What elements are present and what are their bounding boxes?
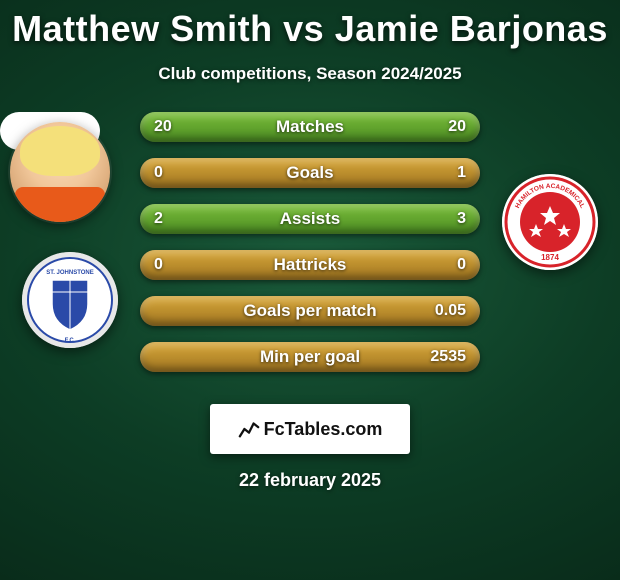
stat-row: Min per goal 2535 <box>140 342 480 372</box>
stat-row: Goals per match 0.05 <box>140 296 480 326</box>
stat-right-value: 2535 <box>426 348 466 366</box>
stat-label: Hattricks <box>274 255 347 275</box>
club-crest-left: ST. JOHNSTONE F.C. <box>22 252 118 348</box>
stat-row: 20 Matches 20 <box>140 112 480 142</box>
stat-right-value: 0.05 <box>426 302 466 320</box>
stats-area: ST. JOHNSTONE F.C. HAMILTON ACADEMICAL <box>0 112 620 392</box>
stat-label: Goals per match <box>243 301 376 321</box>
stat-row: 0 Goals 1 <box>140 158 480 188</box>
logo-icon <box>238 418 260 440</box>
club-crest-right: HAMILTON ACADEMICAL 1874 <box>502 174 598 270</box>
stat-row: 0 Hattricks 0 <box>140 250 480 280</box>
subtitle: Club competitions, Season 2024/2025 <box>0 64 620 84</box>
stat-left-value: 0 <box>154 256 194 274</box>
brand-badge: FcTables.com <box>210 404 410 454</box>
date-label: 22 february 2025 <box>0 470 620 491</box>
svg-text:ST. JOHNSTONE: ST. JOHNSTONE <box>46 270 94 276</box>
content-wrapper: Matthew Smith vs Jamie Barjonas Club com… <box>0 0 620 580</box>
brand-badge-text: FcTables.com <box>238 418 383 440</box>
brand-badge-label: FcTables.com <box>264 419 383 440</box>
page-title: Matthew Smith vs Jamie Barjonas <box>0 8 620 50</box>
crest-right-icon: HAMILTON ACADEMICAL 1874 <box>502 174 598 270</box>
stat-label: Min per goal <box>260 347 360 367</box>
stat-right-value: 3 <box>426 210 466 228</box>
stat-label: Assists <box>280 209 340 229</box>
stat-right-value: 1 <box>426 164 466 182</box>
stat-left-value: 0 <box>154 164 194 182</box>
stat-label: Matches <box>276 117 344 137</box>
stat-left-value: 20 <box>154 118 194 136</box>
crest-left-icon: ST. JOHNSTONE F.C. <box>22 252 118 348</box>
stat-right-value: 0 <box>426 256 466 274</box>
svg-text:F.C.: F.C. <box>65 338 76 344</box>
player-face-icon <box>10 122 110 222</box>
player-avatar-left <box>10 122 110 222</box>
stat-row: 2 Assists 3 <box>140 204 480 234</box>
stat-label: Goals <box>286 163 333 183</box>
stat-right-value: 20 <box>426 118 466 136</box>
stat-left-value: 2 <box>154 210 194 228</box>
svg-text:1874: 1874 <box>541 253 559 262</box>
